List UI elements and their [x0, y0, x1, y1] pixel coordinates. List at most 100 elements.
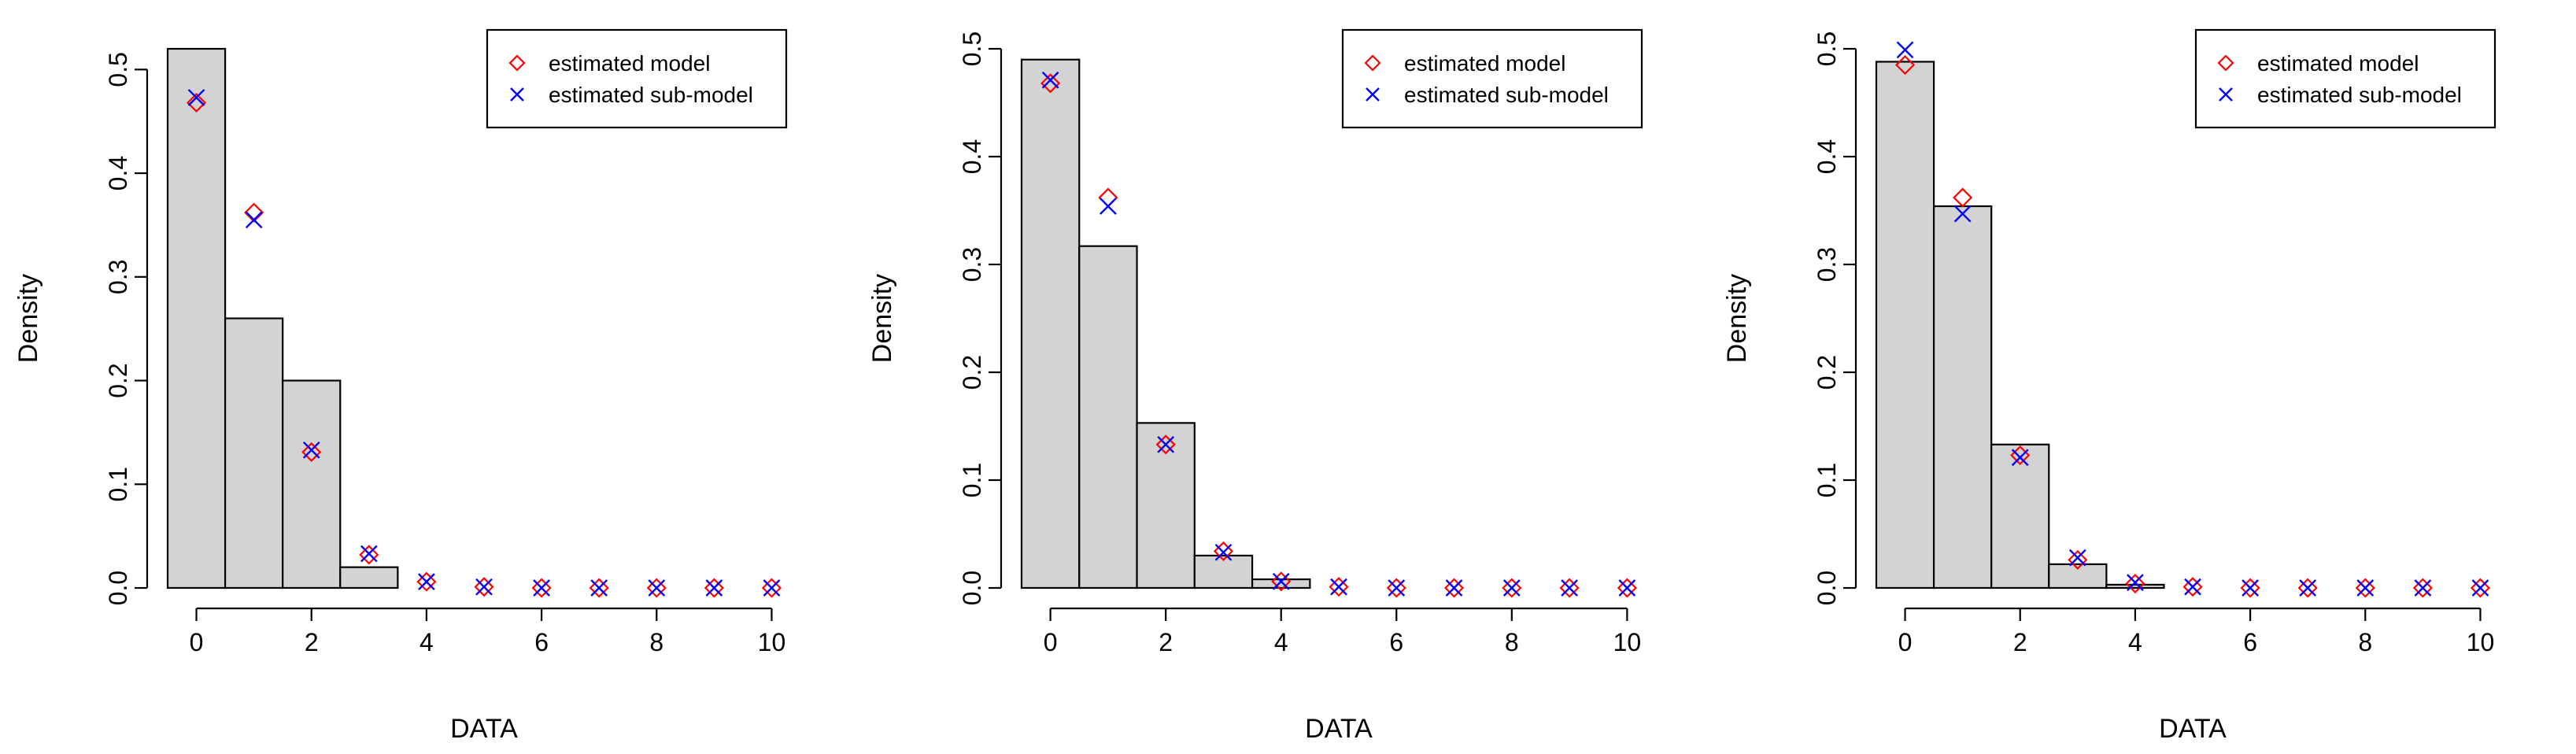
x-tick-label: 6 — [534, 628, 549, 656]
chart-panel-1: 0 2 4 6 8 10 DATA 0.0 0.1 0.2 0.3 0.4 0.5 Density esti… — [13, 28, 788, 744]
y-tick-label: 0.2 — [1813, 355, 1841, 390]
y-tick-label: 0.0 — [1813, 571, 1841, 605]
model-point — [1502, 578, 1522, 598]
model-point — [474, 577, 494, 597]
legend-label: estimated sub-model — [549, 83, 753, 107]
sub-model-point — [1618, 579, 1636, 597]
model-point — [1443, 578, 1465, 598]
x-tick-label: 10 — [1613, 628, 1642, 656]
y-axis: 0.0 0.1 0.2 0.3 0.4 0.5 Density — [867, 31, 1003, 605]
histogram-bar — [1932, 205, 1993, 590]
y-tick-label: 0.4 — [1813, 139, 1841, 174]
histogram-bars — [166, 47, 399, 590]
sub-model-point — [2127, 574, 2144, 591]
sub-model-points — [1041, 71, 1636, 597]
histogram-bar — [2105, 583, 2165, 590]
legend: estimated model estimated sub-model — [2194, 28, 2497, 129]
histogram-bar — [224, 317, 284, 590]
sub-model-point — [2299, 579, 2317, 597]
model-point — [2470, 578, 2491, 598]
x-tick-label: 8 — [2358, 628, 2372, 656]
y-axis-title: Density — [867, 274, 897, 363]
model-point — [416, 571, 437, 592]
model-point — [2297, 578, 2318, 598]
x-tick-label: 4 — [2128, 628, 2142, 656]
x-tick-label: 2 — [2013, 628, 2027, 656]
legend-marker-model — [508, 54, 526, 72]
sub-model-point — [2356, 579, 2375, 597]
sub-model-point — [418, 573, 435, 590]
sub-model-point — [245, 211, 263, 229]
y-tick-label: 0.0 — [958, 571, 986, 605]
model-point — [301, 442, 322, 462]
y-tick-label: 0.0 — [104, 571, 132, 605]
legend: estimated model estimated sub-model — [486, 28, 788, 129]
y-tick-label: 0.1 — [958, 463, 986, 497]
sub-model-point — [648, 579, 666, 597]
sub-model-point — [2471, 579, 2489, 597]
legend-label: estimated model — [2257, 51, 2419, 76]
histogram-bar — [1078, 245, 1138, 590]
model-point — [1271, 571, 1292, 592]
y-tick-label: 0.4 — [958, 139, 986, 174]
model-point — [761, 578, 782, 598]
sub-model-point — [1953, 205, 1972, 223]
sub-model-point — [705, 579, 723, 597]
model-points — [1040, 73, 1637, 598]
legend-label: estimated sub-model — [2257, 83, 2462, 107]
y-tick-label: 0.5 — [1813, 31, 1841, 66]
legend-marker-sub-model — [2219, 87, 2233, 102]
legend-marker-sub-model — [510, 87, 524, 102]
model-point — [244, 202, 264, 223]
model-point — [1953, 187, 1973, 208]
x-tick-label: 0 — [1898, 628, 1913, 656]
x-tick-label: 4 — [419, 628, 434, 656]
sub-model-point — [1214, 543, 1233, 561]
x-tick-label: 4 — [1274, 628, 1288, 656]
histogram-bar — [339, 566, 399, 590]
y-axis: 0.0 0.1 0.2 0.3 0.4 0.5 Density — [13, 52, 149, 605]
x-tick-label: 0 — [190, 628, 204, 656]
sub-model-point — [1330, 578, 1347, 596]
x-tick-label: 6 — [2243, 628, 2257, 656]
model-point — [1213, 541, 1234, 561]
sub-model-point — [475, 578, 493, 596]
sub-model-point — [1388, 579, 1406, 597]
model-point — [2240, 578, 2260, 598]
model-point — [589, 578, 609, 598]
model-point — [2125, 573, 2145, 594]
x-axis: 0 2 4 6 8 10 DATA — [1044, 607, 1642, 744]
x-tick-label: 8 — [1505, 628, 1519, 656]
model-point — [1040, 73, 1061, 94]
legend-marker-sub-model — [1366, 87, 1380, 102]
model-point — [1329, 577, 1349, 597]
legend-marker-model — [2217, 54, 2234, 72]
x-tick-label: 8 — [649, 628, 663, 656]
sub-model-points — [1896, 41, 2489, 597]
y-tick-label: 0.5 — [104, 52, 132, 87]
histogram-bars — [1875, 61, 2165, 590]
sub-model-point — [1561, 579, 1578, 597]
model-point — [1155, 434, 1176, 455]
histogram-bar — [1020, 58, 1081, 590]
model-point — [2412, 578, 2433, 598]
y-tick-label: 0.2 — [958, 355, 986, 390]
histogram-bar — [1875, 61, 1935, 590]
y-tick-label: 0.5 — [958, 31, 986, 66]
x-tick-label: 10 — [758, 628, 786, 656]
sub-model-point — [302, 441, 320, 459]
model-point — [359, 545, 379, 565]
x-axis-title: DATA — [1305, 714, 1373, 744]
y-tick-label: 0.3 — [958, 247, 986, 282]
x-tick-label: 10 — [2467, 628, 2495, 656]
y-tick-label: 0.1 — [104, 467, 132, 501]
sub-model-point — [1100, 198, 1117, 215]
sub-model-point — [2242, 579, 2259, 597]
x-tick-label: 2 — [305, 628, 319, 656]
y-tick-label: 0.1 — [1813, 463, 1841, 497]
x-tick-label: 6 — [1389, 628, 1403, 656]
legend-label: estimated model — [549, 51, 710, 76]
chart-panel-3: 0 2 4 6 8 10 DATA 0.0 0.1 0.2 0.3 0.4 0.5 Density esti… — [1722, 28, 2497, 744]
sub-model-point — [1896, 41, 1914, 59]
